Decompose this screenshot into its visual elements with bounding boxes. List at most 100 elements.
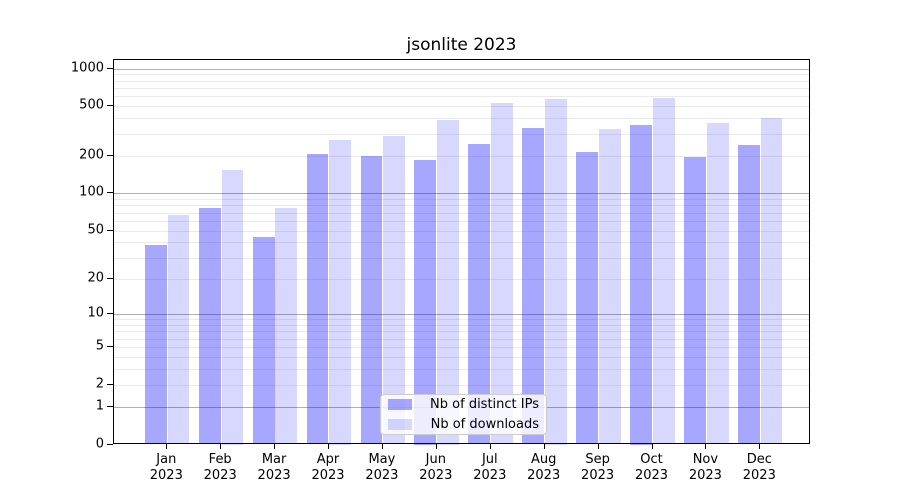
bar-distinct-ips-jul — [468, 143, 491, 445]
y-tick-mark — [107, 229, 113, 231]
bar-downloads-may — [383, 135, 406, 445]
minor-gridline — [114, 230, 809, 232]
bar-downloads-aug — [545, 98, 567, 445]
minor-gridline — [114, 369, 809, 370]
plot-area: Nb of distinct IPs Nb of downloads — [113, 59, 810, 445]
x-tick-label: May 2023 — [365, 451, 399, 484]
bar-downloads-mar — [275, 208, 298, 445]
y-tick-mark — [107, 105, 113, 107]
bar-distinct-ips-oct — [630, 125, 652, 445]
y-tick-label: 1 — [95, 398, 104, 414]
bar-distinct-ips-mar — [252, 237, 275, 445]
x-tick-label: Nov 2023 — [688, 451, 722, 484]
minor-gridline — [114, 212, 809, 214]
y-tick-label: 5 — [95, 338, 104, 354]
minor-gridline — [114, 80, 809, 82]
major-gridline — [114, 68, 809, 70]
major-gridline — [114, 314, 809, 315]
bar-distinct-ips-aug — [522, 128, 545, 445]
y-tick-mark — [107, 346, 113, 347]
bar-downloads-oct — [652, 98, 675, 445]
bar-distinct-ips-jan — [144, 245, 167, 445]
bar-distinct-ips-feb — [198, 208, 221, 445]
bar-distinct-ips-apr — [306, 154, 329, 445]
bar-downloads-jan — [167, 214, 190, 445]
minor-gridline — [114, 356, 809, 358]
y-tick-label: 20 — [87, 270, 104, 286]
y-tick-label: 10 — [87, 305, 104, 321]
bar-downloads-feb — [221, 170, 244, 445]
bar-distinct-ips-dec — [737, 145, 760, 445]
minor-gridline — [114, 87, 809, 89]
minor-gridline — [114, 155, 809, 157]
y-tick-label: 500 — [79, 97, 104, 113]
legend-item-downloads: Nb of downloads — [388, 417, 539, 432]
y-tick-mark — [107, 443, 113, 445]
y-tick-label: 1000 — [70, 60, 104, 75]
x-tick-mark — [381, 443, 383, 449]
x-tick-label: Jun 2023 — [419, 451, 453, 484]
bar-downloads-apr — [329, 140, 352, 445]
x-tick-label: Mar 2023 — [257, 451, 291, 484]
minor-gridline — [114, 133, 809, 135]
minor-gridline — [114, 96, 809, 98]
minor-gridline — [114, 74, 809, 76]
y-tick-mark — [107, 405, 113, 407]
minor-gridline — [114, 347, 809, 348]
bar-downloads-jun — [437, 120, 459, 445]
y-tick-label: 50 — [87, 222, 104, 237]
minor-gridline — [114, 106, 809, 108]
x-tick-mark — [166, 443, 168, 449]
bar-distinct-ips-nov — [684, 157, 706, 445]
x-tick-mark — [651, 443, 653, 449]
y-tick-mark — [107, 67, 113, 69]
bar-distinct-ips-may — [360, 155, 383, 445]
x-tick-label: Aug 2023 — [527, 451, 561, 484]
legend-item-distinct-ips: Nb of distinct IPs — [388, 397, 539, 412]
minor-gridline — [114, 384, 809, 386]
chart-title: jsonlite 2023 — [406, 35, 517, 55]
minor-gridline — [114, 118, 809, 120]
minor-gridline — [114, 319, 809, 321]
x-tick-mark — [759, 443, 761, 449]
minor-gridline — [114, 199, 809, 200]
x-tick-mark — [328, 443, 329, 449]
bar-distinct-ips-sep — [576, 151, 599, 445]
major-gridline — [114, 193, 809, 195]
bar-downloads-dec — [760, 117, 783, 445]
x-tick-mark — [489, 443, 491, 449]
bar-distinct-ips-jun — [414, 159, 437, 445]
minor-gridline — [114, 324, 809, 326]
y-tick-label: 200 — [79, 147, 104, 163]
minor-gridline — [114, 338, 809, 340]
x-tick-label: Dec 2023 — [742, 451, 776, 484]
bar-downloads-sep — [598, 128, 621, 445]
y-tick-label: 0 — [95, 436, 104, 451]
minor-gridline — [114, 257, 809, 259]
minor-gridline — [114, 242, 809, 244]
y-tick-mark — [107, 313, 113, 314]
bar-downloads-jul — [491, 102, 513, 445]
legend-label-downloads: Nb of downloads — [430, 417, 539, 432]
legend: Nb of distinct IPs Nb of downloads — [380, 394, 547, 435]
legend-label-distinct-ips: Nb of distinct IPs — [430, 397, 539, 412]
x-tick-mark — [705, 443, 707, 449]
x-tick-mark — [435, 443, 437, 449]
bar-downloads-nov — [706, 122, 729, 445]
y-tick-mark — [107, 277, 113, 279]
x-tick-mark — [220, 443, 222, 449]
x-tick-mark — [274, 443, 276, 449]
y-tick-mark — [107, 383, 113, 385]
x-tick-label: Sep 2023 — [581, 451, 615, 484]
y-tick-mark — [107, 192, 113, 194]
x-tick-label: Jul 2023 — [473, 451, 507, 484]
y-tick-label: 100 — [79, 184, 104, 200]
x-tick-label: Jan 2023 — [149, 451, 183, 484]
y-tick-label: 2 — [95, 376, 104, 392]
minor-gridline — [114, 331, 809, 333]
x-tick-mark — [597, 443, 599, 449]
minor-gridline — [114, 205, 809, 207]
legend-swatch-downloads — [388, 419, 412, 430]
minor-gridline — [114, 278, 809, 280]
